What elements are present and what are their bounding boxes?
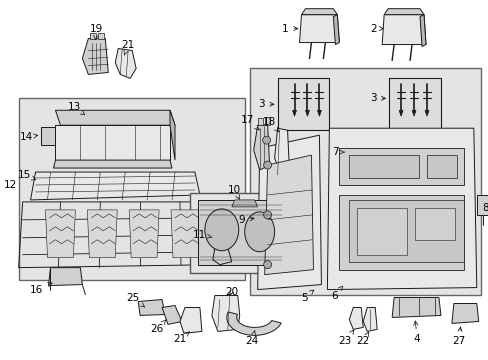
- Text: 25: 25: [126, 293, 144, 307]
- Text: 15: 15: [18, 170, 36, 180]
- Polygon shape: [339, 148, 463, 185]
- Text: 10: 10: [228, 185, 241, 199]
- Polygon shape: [90, 33, 96, 39]
- Text: 7: 7: [331, 147, 344, 157]
- Polygon shape: [231, 200, 257, 207]
- Polygon shape: [391, 297, 440, 318]
- Polygon shape: [333, 15, 339, 45]
- Text: 13: 13: [68, 102, 84, 115]
- Polygon shape: [211, 296, 239, 332]
- Bar: [249, 68, 480, 294]
- Text: 21: 21: [173, 332, 189, 345]
- Polygon shape: [48, 267, 82, 285]
- Text: 23: 23: [338, 330, 353, 346]
- Polygon shape: [317, 110, 321, 116]
- Polygon shape: [170, 110, 175, 160]
- Polygon shape: [348, 307, 363, 329]
- Polygon shape: [414, 208, 454, 240]
- Bar: [277, 78, 329, 130]
- Text: 1: 1: [282, 24, 297, 33]
- Polygon shape: [171, 210, 201, 258]
- Polygon shape: [451, 303, 478, 323]
- Polygon shape: [41, 127, 55, 145]
- Text: 2: 2: [369, 24, 383, 33]
- Polygon shape: [274, 128, 289, 176]
- Text: 18: 18: [263, 117, 279, 132]
- Ellipse shape: [262, 136, 270, 144]
- Polygon shape: [363, 307, 376, 332]
- Polygon shape: [98, 33, 104, 39]
- Polygon shape: [357, 208, 406, 255]
- Polygon shape: [212, 248, 231, 265]
- Text: 9: 9: [238, 215, 254, 225]
- Polygon shape: [226, 312, 281, 336]
- Polygon shape: [327, 128, 476, 289]
- Text: 4: 4: [413, 321, 420, 345]
- Polygon shape: [348, 155, 418, 178]
- Text: 27: 27: [451, 327, 465, 346]
- Text: 8: 8: [482, 203, 488, 213]
- Polygon shape: [45, 210, 75, 258]
- Polygon shape: [87, 210, 117, 258]
- Polygon shape: [264, 155, 313, 275]
- Polygon shape: [476, 195, 488, 215]
- Polygon shape: [115, 49, 136, 78]
- Text: 26: 26: [150, 320, 166, 334]
- Polygon shape: [55, 125, 170, 160]
- Polygon shape: [207, 228, 241, 252]
- Bar: [388, 78, 440, 130]
- Polygon shape: [398, 110, 402, 116]
- Polygon shape: [82, 39, 108, 75]
- Polygon shape: [292, 110, 296, 116]
- Polygon shape: [253, 125, 269, 170]
- Polygon shape: [53, 160, 172, 168]
- Polygon shape: [426, 155, 456, 178]
- Ellipse shape: [204, 209, 238, 251]
- Text: 6: 6: [330, 286, 342, 301]
- Bar: [189, 193, 289, 273]
- Text: 5: 5: [301, 290, 313, 302]
- Polygon shape: [305, 110, 309, 116]
- Polygon shape: [138, 300, 165, 315]
- Text: 17: 17: [241, 115, 259, 130]
- Text: 21: 21: [122, 40, 135, 55]
- Polygon shape: [180, 307, 202, 333]
- Polygon shape: [348, 200, 463, 262]
- Polygon shape: [299, 15, 339, 42]
- Text: 11: 11: [193, 230, 212, 240]
- Text: 3: 3: [258, 99, 273, 109]
- Ellipse shape: [263, 261, 271, 269]
- Polygon shape: [424, 110, 428, 116]
- Polygon shape: [384, 9, 423, 15]
- Text: 19: 19: [89, 24, 103, 40]
- Ellipse shape: [263, 161, 271, 169]
- Polygon shape: [257, 118, 262, 125]
- Polygon shape: [31, 172, 200, 200]
- Text: 3: 3: [369, 93, 385, 103]
- Bar: [19, 98, 244, 280]
- Polygon shape: [129, 210, 159, 258]
- Text: 24: 24: [244, 331, 258, 346]
- Text: 22: 22: [356, 332, 369, 346]
- Polygon shape: [162, 306, 182, 324]
- Text: 12: 12: [4, 180, 17, 190]
- Polygon shape: [339, 195, 463, 270]
- Ellipse shape: [263, 211, 271, 219]
- Polygon shape: [419, 15, 425, 46]
- Ellipse shape: [244, 212, 274, 252]
- Polygon shape: [411, 110, 415, 116]
- Text: 14: 14: [20, 132, 38, 142]
- Polygon shape: [382, 15, 425, 45]
- Text: 16: 16: [30, 283, 52, 294]
- Polygon shape: [257, 135, 321, 289]
- Polygon shape: [264, 117, 269, 125]
- Polygon shape: [301, 9, 337, 15]
- Polygon shape: [198, 200, 282, 265]
- Text: 20: 20: [225, 287, 238, 297]
- Polygon shape: [55, 110, 175, 125]
